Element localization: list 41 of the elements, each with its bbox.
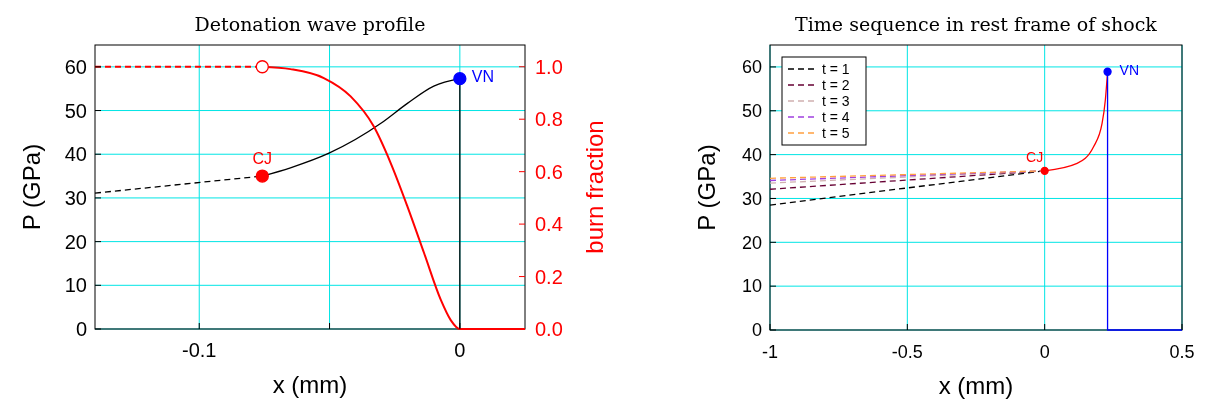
legend-label: t = 5 (822, 124, 850, 141)
y2-tick-label: 0.2 (535, 265, 563, 288)
legend-label: t = 3 (822, 92, 850, 109)
y-tick-label: 10 (64, 274, 87, 297)
legend-label: t = 1 (822, 60, 850, 77)
x-tick-label: -0.1 (182, 339, 217, 361)
x-axis-title: x (mm) (272, 371, 348, 398)
x-tick-label: 0.5 (1169, 342, 1195, 362)
y2-tick-label: 0.6 (535, 160, 563, 183)
y2-tick-label: 1.0 (535, 55, 563, 78)
y-tick-label: 0 (751, 320, 762, 341)
x-tick-label: -0.5 (891, 342, 923, 362)
chart-title: Detonation wave profile (194, 13, 426, 35)
x-tick-label: 0 (1039, 342, 1050, 362)
y-tick-label: 60 (741, 57, 762, 78)
y-tick-label: 30 (64, 186, 87, 209)
legend-label: t = 2 (822, 76, 850, 93)
annotation: VN (1119, 62, 1140, 79)
y-tick-label: 40 (64, 143, 87, 166)
y-axis-title: P (GPa) (18, 143, 45, 231)
chart-title: Time sequence in rest frame of shock (795, 13, 1158, 35)
y2-tick-label: 0.4 (535, 213, 563, 236)
x-tick-label: 0 (454, 339, 466, 361)
y-tick-label: 50 (741, 101, 762, 122)
annotation: CJ (252, 150, 273, 168)
y2-tick-label: 0.8 (535, 108, 563, 131)
y2-axis-title: burn fraction (581, 120, 608, 254)
legend-label: t = 4 (822, 108, 850, 125)
annotation: VN (471, 68, 495, 86)
y-tick-label: 60 (64, 55, 87, 78)
y-tick-label: 30 (741, 188, 762, 209)
y-tick-label: 20 (741, 232, 762, 253)
y-tick-label: 10 (741, 276, 762, 297)
y-axis-title: P (GPa) (693, 144, 720, 231)
y2-tick-label: 0.0 (535, 318, 563, 340)
x-tick-label: -1 (761, 342, 779, 362)
x-axis-title: x (mm) (938, 372, 1014, 399)
y-tick-label: 20 (64, 230, 87, 253)
y-tick-label: 40 (741, 144, 762, 165)
y-tick-label: 0 (75, 318, 87, 340)
y-tick-label: 50 (64, 99, 87, 122)
